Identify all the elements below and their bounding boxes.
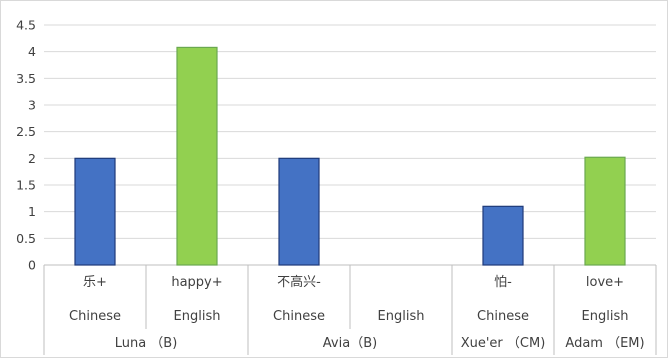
y-tick-label: 4.5 bbox=[16, 18, 36, 33]
group-label: Luna （B) bbox=[115, 336, 178, 351]
y-tick-label: 1.5 bbox=[16, 178, 36, 193]
y-axis-ticks: 0 0.5 1 1.5 2 2.5 3 3.5 4 4.5 bbox=[16, 18, 36, 273]
y-tick-label: 0.5 bbox=[16, 231, 36, 246]
y-tick-label: 3.5 bbox=[16, 71, 36, 86]
language-label: English bbox=[174, 309, 221, 324]
y-tick-label: 0 bbox=[28, 258, 36, 273]
language-label: Chinese bbox=[273, 309, 325, 324]
y-tick-label: 1 bbox=[28, 204, 36, 219]
language-label: English bbox=[582, 309, 629, 324]
bar-chinese bbox=[74, 157, 116, 266]
x-axis-categories: Luna （B) Avia（B) Xue'er （CM) Adam （EM) 乐+ Chi… bbox=[43, 265, 657, 355]
group-label: Avia（B) bbox=[323, 336, 377, 351]
bar-chinese bbox=[482, 205, 524, 266]
y-tick-label: 4 bbox=[28, 44, 36, 59]
word-label: 乐+ bbox=[83, 275, 107, 290]
y-tick-label: 2.5 bbox=[16, 124, 36, 139]
group-label: Adam （EM) bbox=[565, 336, 644, 351]
word-label: 怕- bbox=[494, 275, 512, 290]
word-label: 不高兴- bbox=[277, 274, 321, 290]
language-label: Chinese bbox=[477, 309, 529, 324]
bar-english bbox=[176, 46, 218, 266]
bar-chinese bbox=[278, 157, 320, 266]
bars bbox=[74, 46, 626, 266]
group-label: Xue'er （CM) bbox=[461, 336, 546, 351]
y-tick-label: 2 bbox=[28, 151, 36, 166]
language-label: English bbox=[378, 309, 425, 324]
language-label: Chinese bbox=[69, 309, 121, 324]
y-tick-label: 3 bbox=[28, 98, 36, 113]
word-label: happy+ bbox=[171, 275, 222, 290]
bar-english bbox=[584, 156, 626, 266]
word-label: love+ bbox=[586, 275, 624, 290]
